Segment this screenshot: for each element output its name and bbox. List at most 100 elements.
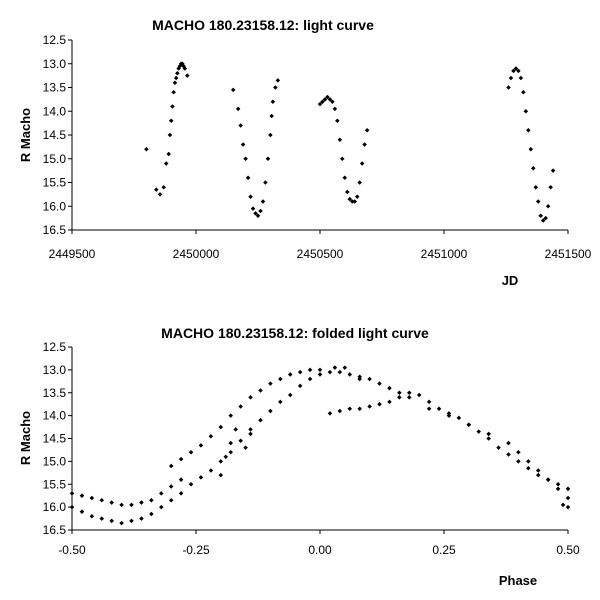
data-point: [163, 161, 169, 166]
y-tick-label: 16.5: [43, 223, 67, 237]
data-point: [154, 187, 159, 192]
data-point: [535, 472, 541, 478]
data-point: [268, 132, 273, 138]
data-point: [218, 424, 224, 430]
y-tick-label: 15.5: [43, 176, 67, 190]
data-point: [416, 392, 422, 398]
data-point: [243, 445, 248, 450]
data-point: [263, 180, 268, 185]
data-point: [69, 504, 75, 510]
data-point: [168, 497, 174, 503]
data-point: [235, 106, 241, 112]
y-tick-label: 15.0: [43, 454, 67, 468]
x-axis-label: Phase: [499, 573, 537, 588]
data-point: [352, 199, 357, 204]
data-point: [508, 75, 514, 81]
data-point: [269, 113, 274, 119]
data-point: [555, 486, 561, 492]
data-point: [109, 518, 114, 524]
data-point: [535, 468, 541, 473]
data-point: [258, 388, 263, 393]
data-point: [178, 456, 184, 462]
x-tick-label: 0.00: [308, 543, 332, 557]
data-point: [268, 381, 273, 386]
data-point: [357, 180, 362, 185]
data-point: [555, 481, 561, 487]
data-point: [523, 108, 529, 114]
y-tick-labels: 12.5 13.0 13.5 14.0 14.5 15.0 15.5 16.0 16.5: [43, 340, 72, 537]
data-point: [476, 429, 481, 434]
data-point: [89, 495, 95, 501]
data-point: [240, 142, 246, 147]
y-tick-label: 13.5: [43, 81, 67, 95]
data-point: [426, 399, 432, 405]
data-point: [397, 390, 402, 396]
x-tick-label: 0.50: [556, 543, 580, 557]
data-point: [337, 408, 343, 414]
y-tick-label: 14.0: [43, 409, 67, 423]
data-point: [327, 369, 333, 375]
data-point: [245, 175, 251, 181]
data-point: [387, 399, 392, 405]
data-point: [119, 502, 124, 508]
data-point: [223, 454, 229, 460]
data-point: [278, 376, 283, 382]
data-point: [347, 372, 353, 377]
y-tick-label: 14.0: [43, 104, 67, 118]
chart-title: MACHO 180.23158.12: light curve: [152, 17, 374, 33]
data-point: [397, 395, 402, 400]
y-tick-label: 14.5: [43, 128, 67, 142]
data-point: [172, 80, 178, 86]
data-point: [407, 390, 412, 396]
data-point: [565, 486, 571, 492]
light-curve-chart: MACHO 180.23158.12: light curve 12.5 13.0…: [18, 17, 592, 288]
data-point: [168, 484, 174, 489]
data-point: [506, 440, 511, 446]
y-tick-label: 13.5: [43, 386, 67, 400]
data-point: [149, 497, 154, 503]
data-point: [538, 213, 543, 219]
data-point: [99, 497, 105, 503]
data-point: [486, 436, 491, 441]
y-tick-label: 12.5: [43, 340, 67, 354]
data-point: [526, 127, 531, 133]
data-point: [545, 203, 551, 209]
data-point: [89, 514, 95, 519]
x-tick-label: 2450500: [297, 247, 344, 261]
data-point: [377, 381, 382, 386]
data-point: [297, 383, 303, 389]
data-point: [387, 385, 392, 391]
data-point: [327, 411, 333, 416]
data-point: [265, 156, 271, 162]
data-point: [161, 184, 167, 190]
data-point: [188, 481, 194, 487]
y-tick-label: 13.0: [43, 57, 67, 71]
data-point: [178, 477, 184, 482]
y-axis-label: R Macho: [18, 108, 33, 162]
data-point: [548, 184, 553, 190]
data-point: [466, 422, 472, 428]
x-tick-label: 2451500: [545, 247, 592, 261]
data-point: [436, 406, 442, 412]
data-point: [565, 495, 571, 501]
data-point: [307, 376, 313, 382]
data-point: [228, 413, 233, 418]
data-point: [159, 491, 164, 496]
data-point: [275, 78, 281, 83]
data-point: [317, 372, 323, 377]
data-point: [175, 70, 180, 76]
data-point: [307, 367, 313, 373]
data-point: [506, 452, 511, 457]
data-point: [456, 415, 462, 421]
data-point: [518, 75, 524, 81]
y-tick-labels: 12.5 13.0 13.5 14.0 14.5 15.0 15.5 16.0 16.5: [43, 33, 72, 237]
chart-title: MACHO 180.23158.12: folded light curve: [161, 325, 429, 341]
data-points: [144, 61, 556, 223]
data-point: [516, 459, 521, 464]
data-point: [238, 123, 243, 128]
data-point: [218, 459, 224, 464]
data-point: [166, 151, 171, 157]
y-tick-label: 13.0: [43, 363, 67, 377]
y-axis-label: R Macho: [18, 411, 33, 465]
data-point: [149, 511, 154, 517]
